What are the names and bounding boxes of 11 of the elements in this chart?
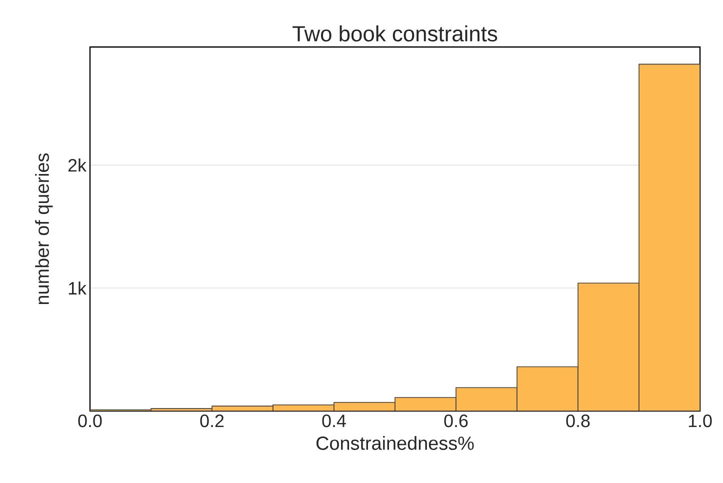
- x-tick-label: 1.0: [688, 414, 712, 428]
- x-tick-label: 0.4: [322, 414, 346, 428]
- x-tick-label: 0.2: [200, 414, 224, 428]
- x-tick-label: 0.8: [566, 414, 590, 428]
- y-tick-label: 2k: [68, 158, 87, 172]
- x-axis-title: Constrainedness%: [316, 436, 474, 450]
- chart-title: Two book constraints: [292, 25, 498, 42]
- x-tick-label: 0.0: [78, 414, 102, 428]
- y-axis-title: number of queries: [35, 153, 53, 304]
- x-tick-label: 0.6: [444, 414, 468, 428]
- y-tick-label: 1k: [68, 282, 87, 295]
